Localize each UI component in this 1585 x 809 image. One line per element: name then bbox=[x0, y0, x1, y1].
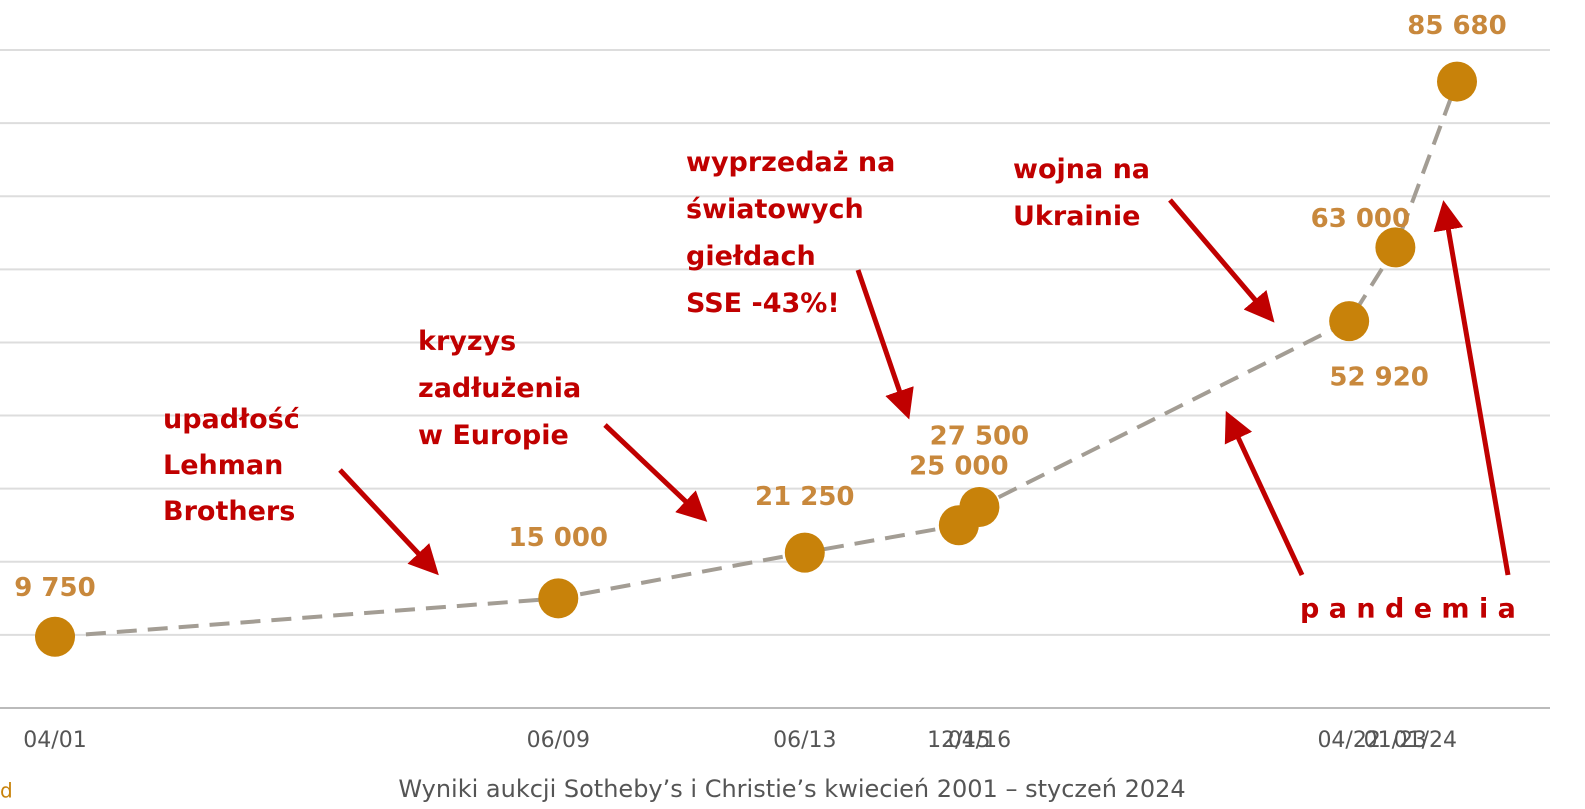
annotation: wyprzedaż na światowych giełdach SSE -43%! bbox=[686, 147, 895, 319]
caption: Wyniki aukcji Sotheby’s i Christie’s kwi… bbox=[398, 775, 1185, 803]
value-label: 21 250 bbox=[755, 482, 855, 512]
data-point bbox=[1375, 227, 1416, 268]
data-point bbox=[784, 532, 825, 573]
line bbox=[54, 80, 1459, 639]
annotation: upadłość Lehman Brothers bbox=[163, 404, 300, 527]
plot: 9 750 04/01 15 000 06/09 21 250 06/13 25 000 12… bbox=[0, 11, 1550, 753]
data-point bbox=[1329, 301, 1370, 342]
x-tick-label: 06/09 bbox=[527, 728, 590, 753]
value-label: 63 000 bbox=[1311, 204, 1411, 234]
value-label: 85 680 bbox=[1407, 11, 1507, 41]
data-point bbox=[538, 578, 579, 619]
annotation-arrows bbox=[338, 198, 1511, 577]
value-label: 15 000 bbox=[509, 523, 609, 553]
data-point bbox=[959, 486, 1000, 527]
x-tick-label: 04/22 bbox=[1317, 728, 1380, 753]
x-tick-label: 12/15 bbox=[927, 728, 990, 753]
x-tick-label: 01/23 bbox=[1364, 728, 1427, 753]
value-label: 52 920 bbox=[1329, 363, 1429, 393]
corner-text: d bbox=[0, 779, 13, 803]
annotation: wojna na Ukrainie bbox=[1013, 154, 1150, 232]
value-label: 27 500 bbox=[930, 421, 1030, 451]
data-point bbox=[1437, 61, 1477, 102]
x-tick-label: 06/13 bbox=[773, 728, 836, 753]
value-label: 9 750 bbox=[14, 573, 95, 603]
annotation: kryzys zadłużenia w Europie bbox=[418, 326, 581, 451]
annotation: p a n d e m i a bbox=[1300, 594, 1516, 625]
value-label: 25 000 bbox=[909, 452, 1009, 482]
x-tick-label: 04/16 bbox=[948, 728, 1011, 753]
x-tick-label: 01/24 bbox=[1394, 728, 1457, 753]
x-tick-label: 04/01 bbox=[23, 728, 86, 753]
data-point bbox=[35, 616, 75, 657]
